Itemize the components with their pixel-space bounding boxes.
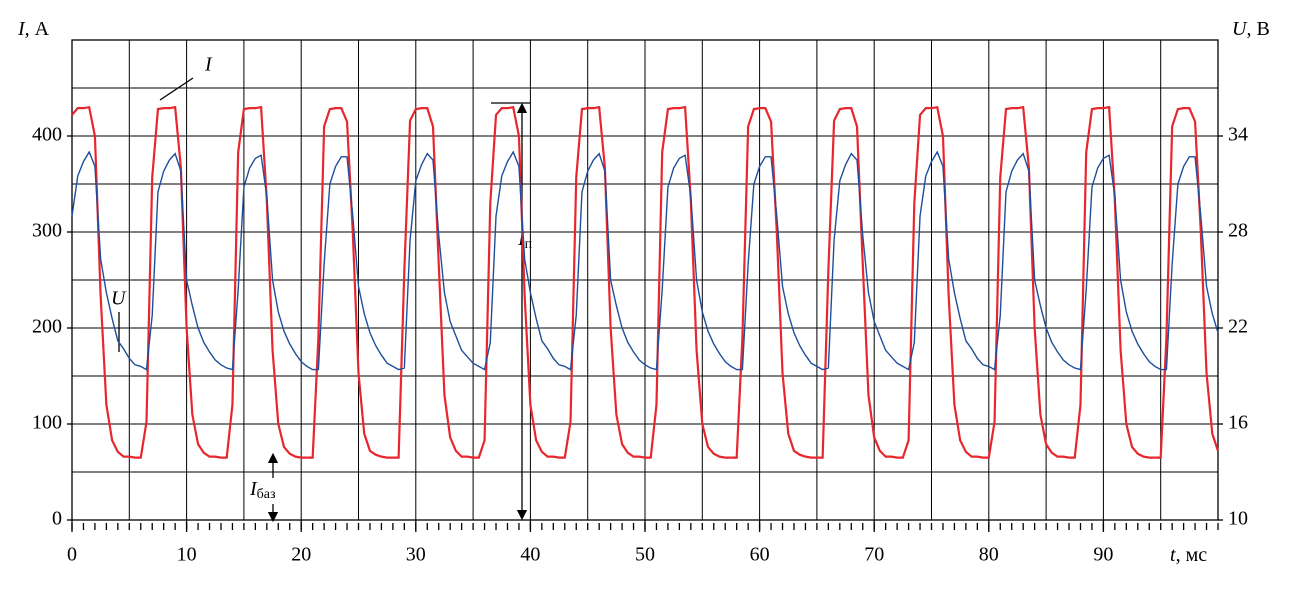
series-line — [71, 150, 1219, 371]
y2-tick-label: 22 — [1228, 316, 1248, 338]
x-tick-label: 80 — [979, 544, 999, 566]
x-tick-label: 0 — [67, 544, 77, 566]
series-label: U — [111, 288, 127, 310]
y2-tick-label: 34 — [1228, 124, 1248, 146]
x-tick-label: 30 — [406, 544, 426, 566]
y-tick-label: 200 — [32, 316, 62, 338]
x-tick-label: 90 — [1093, 544, 1113, 566]
y2-tick-label: 28 — [1228, 220, 1248, 242]
y-tick-label: 400 — [32, 124, 62, 146]
leader-line — [159, 77, 194, 101]
y-tick-label: 300 — [32, 220, 62, 242]
annotation: Iбаз — [249, 478, 276, 503]
x-tick-label: 20 — [291, 544, 311, 566]
y-tick-label: 0 — [52, 508, 62, 530]
series-line — [71, 105, 1220, 459]
x-tick-label: 70 — [864, 544, 884, 566]
x-tick-label: 10 — [177, 544, 197, 566]
y-axis-label: I, А — [17, 18, 50, 40]
y2-axis-label: U, В — [1232, 18, 1270, 40]
annotation-lines — [118, 77, 530, 523]
series-label: I — [204, 54, 213, 76]
y-tick-label: 100 — [32, 412, 62, 434]
x-tick-label: 60 — [750, 544, 770, 566]
y2-tick-label: 10 — [1228, 508, 1248, 530]
y2-tick-label: 16 — [1228, 412, 1248, 434]
x-tick-label: 40 — [520, 544, 540, 566]
x-axis-label: t, мс — [1170, 544, 1207, 566]
x-tick-label: 50 — [635, 544, 655, 566]
